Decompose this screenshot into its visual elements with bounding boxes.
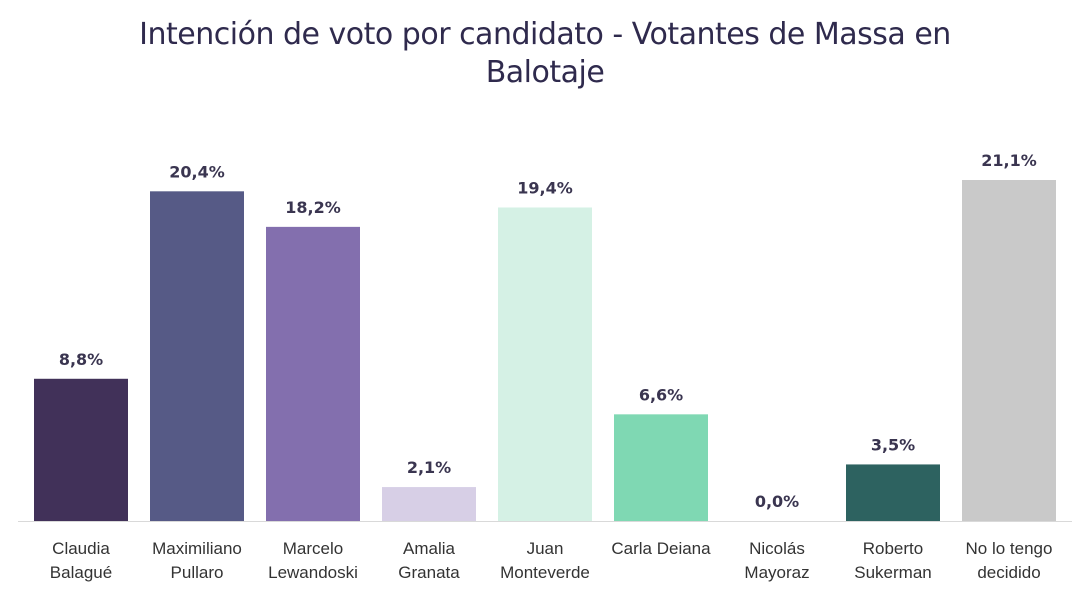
bar-5 — [614, 414, 708, 521]
bar-2 — [266, 226, 360, 521]
chart-title-line-2: Balotaje — [485, 55, 605, 90]
bar-0 — [34, 378, 128, 521]
category-label-5-line-0: Carla Deiana — [611, 539, 711, 558]
bar-7 — [846, 464, 940, 521]
category-label-7-line-1: Sukerman — [854, 563, 931, 582]
chart-title: Intención de voto por candidato - Votant… — [0, 16, 1090, 92]
category-label-3-line-1: Granata — [398, 563, 460, 582]
category-label-0-line-0: Claudia — [52, 539, 110, 558]
bar-4 — [498, 207, 592, 521]
category-label-6-line-0: Nicolás — [749, 539, 805, 558]
category-label-8-line-1: decidido — [977, 563, 1040, 582]
data-label-0: 8,8% — [59, 350, 103, 369]
category-label-1-line-1: Pullaro — [171, 563, 224, 582]
data-label-8: 21,1% — [981, 151, 1037, 170]
chart-title-line-1: Intención de voto por candidato - Votant… — [139, 17, 951, 52]
category-label-8-line-0: No lo tengo — [966, 539, 1053, 558]
bar-1 — [150, 191, 244, 521]
data-label-6: 0,0% — [755, 492, 799, 511]
data-label-3: 2,1% — [407, 458, 451, 477]
category-label-0-line-1: Balagué — [50, 563, 112, 582]
category-label-7-line-0: Roberto — [863, 539, 923, 558]
category-label-2-line-1: Lewandoski — [268, 563, 358, 582]
data-label-1: 20,4% — [169, 162, 225, 181]
category-label-1-line-0: Maximiliano — [152, 539, 242, 558]
category-label-6-line-1: Mayoraz — [744, 563, 809, 582]
data-label-5: 6,6% — [639, 385, 683, 404]
bar-3 — [382, 487, 476, 521]
category-label-3-line-0: Amalia — [403, 539, 456, 558]
data-label-4: 19,4% — [517, 178, 573, 197]
category-label-4-line-1: Monteverde — [500, 563, 590, 582]
data-label-2: 18,2% — [285, 198, 341, 217]
bar-8 — [962, 180, 1056, 521]
category-label-2-line-0: Marcelo — [283, 539, 343, 558]
data-label-7: 3,5% — [871, 435, 915, 454]
category-label-4-line-0: Juan — [527, 539, 564, 558]
